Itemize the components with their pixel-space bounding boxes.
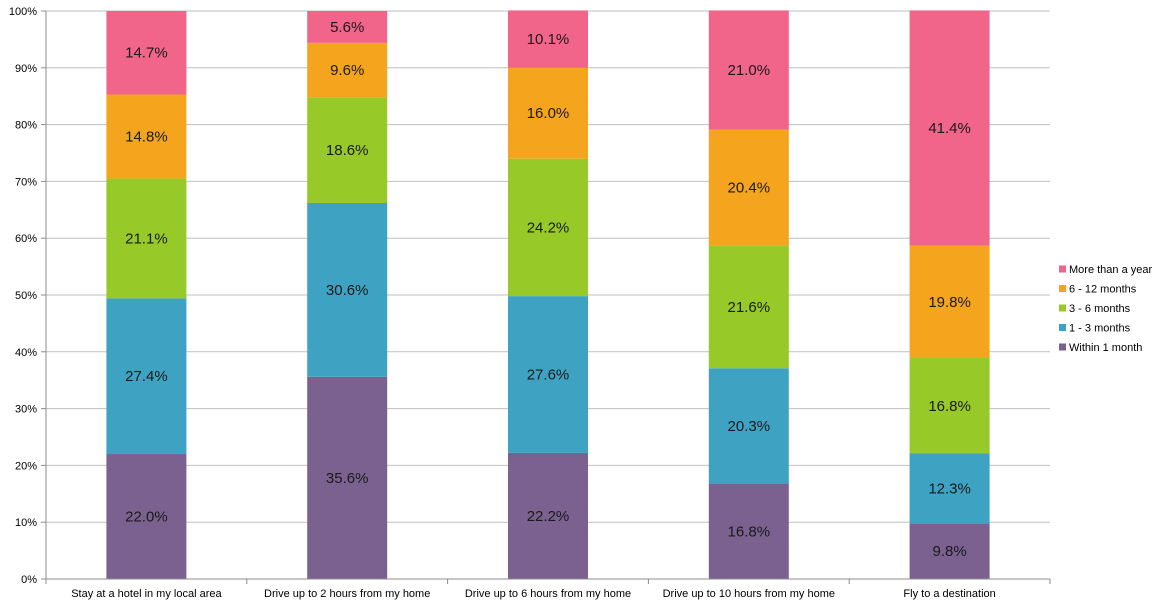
data-label: 21.0% bbox=[728, 62, 771, 79]
data-label: 20.4% bbox=[728, 180, 771, 197]
bar-segment bbox=[307, 376, 388, 579]
y-tick-label: 70% bbox=[15, 176, 37, 188]
y-tick-label: 80% bbox=[15, 120, 37, 132]
bar-segment bbox=[307, 11, 388, 43]
bar-segment bbox=[909, 245, 990, 359]
data-label: 41.4% bbox=[928, 120, 971, 137]
data-label: 16.0% bbox=[527, 105, 570, 122]
bar-segment bbox=[508, 158, 588, 297]
y-tick-label: 90% bbox=[15, 63, 37, 75]
data-label: 18.6% bbox=[326, 142, 369, 159]
data-label: 22.0% bbox=[125, 509, 168, 526]
data-label: 22.2% bbox=[527, 508, 570, 525]
bar-segment bbox=[508, 296, 588, 453]
y-tick-label: 20% bbox=[15, 460, 37, 472]
data-label: 14.8% bbox=[125, 129, 168, 146]
bar-segment bbox=[106, 11, 187, 95]
bar-segment bbox=[508, 452, 588, 579]
bar-segment bbox=[106, 298, 187, 455]
axes bbox=[45, 11, 1051, 584]
bar-segment bbox=[909, 453, 990, 524]
data-label: 24.2% bbox=[527, 219, 570, 236]
legend-label: 3 - 6 months bbox=[1069, 303, 1131, 315]
data-label: 30.6% bbox=[326, 282, 369, 299]
y-tick-label: 100% bbox=[9, 6, 37, 18]
legend-swatch bbox=[1059, 285, 1066, 292]
legend-swatch bbox=[1059, 265, 1066, 273]
data-label: 5.6% bbox=[330, 19, 364, 36]
bar-segment bbox=[708, 245, 789, 369]
x-axis-category-labels: Stay at a hotel in my local area Drive up… bbox=[71, 588, 996, 600]
bar-segment bbox=[307, 202, 388, 377]
legend-swatch bbox=[1059, 304, 1066, 312]
bar-segment bbox=[708, 483, 789, 579]
bar-segment bbox=[106, 94, 187, 179]
x-category-label: Fly to a destination bbox=[903, 588, 995, 600]
y-tick-label: 0% bbox=[21, 574, 37, 586]
bar-segment bbox=[708, 368, 789, 484]
legend-label: 6 - 12 months bbox=[1069, 284, 1137, 296]
data-label: 9.8% bbox=[932, 543, 966, 560]
data-label: 19.8% bbox=[928, 294, 971, 311]
y-tick-label: 10% bbox=[15, 517, 37, 529]
legend-swatch bbox=[1059, 343, 1066, 351]
data-label: 14.7% bbox=[125, 45, 168, 62]
x-category-label: Stay at a hotel in my local area bbox=[71, 588, 222, 600]
data-label: 10.1% bbox=[527, 31, 570, 48]
bars: 22.0% 27.4% 21.1% 14.8% 14.7% 35.6% 30.6% 18.6%… bbox=[106, 10, 990, 579]
bar-segment bbox=[909, 523, 990, 579]
x-category-label: Drive up to 6 hours from my home bbox=[465, 588, 631, 600]
bar-segment bbox=[508, 67, 588, 159]
bar-segment bbox=[708, 129, 789, 246]
data-label: 16.8% bbox=[728, 523, 771, 540]
legend-label: More than a year bbox=[1069, 264, 1152, 276]
data-label: 16.8% bbox=[928, 398, 971, 415]
bar-segment bbox=[909, 10, 990, 246]
data-label: 35.6% bbox=[326, 470, 369, 487]
x-category-label: Drive up to 2 hours from my home bbox=[264, 588, 430, 600]
legend: More than a year 6 - 12 months 3 - 6 month… bbox=[1059, 264, 1152, 354]
y-tick-label: 30% bbox=[15, 404, 37, 416]
bar-segment bbox=[307, 42, 388, 98]
data-label: 9.6% bbox=[330, 62, 364, 79]
bar-segment bbox=[508, 10, 588, 68]
legend-label: 1 - 3 months bbox=[1069, 323, 1131, 335]
bar-segment bbox=[708, 10, 789, 130]
data-label: 27.4% bbox=[125, 368, 168, 385]
data-label: 21.6% bbox=[728, 299, 771, 316]
data-label: 20.3% bbox=[728, 418, 771, 435]
data-label: 12.3% bbox=[928, 480, 971, 497]
x-category-label: Drive up to 10 hours from my home bbox=[663, 588, 835, 600]
bar-segment bbox=[106, 454, 187, 579]
y-tick-label: 40% bbox=[15, 347, 37, 359]
bar-segment bbox=[106, 178, 187, 299]
legend-swatch bbox=[1059, 324, 1066, 331]
y-tick-label: 60% bbox=[15, 233, 37, 245]
legend-label: Within 1 month bbox=[1069, 342, 1142, 354]
bar-segment bbox=[909, 358, 990, 454]
y-tick-label: 50% bbox=[15, 290, 37, 302]
data-label: 21.1% bbox=[125, 230, 168, 247]
data-label: 27.6% bbox=[527, 367, 570, 384]
bar-segment bbox=[307, 97, 388, 203]
y-axis-tick-labels: 0% 10% 20% 30% 40% 50% 60% 70% 80% 90% 100% bbox=[9, 6, 46, 586]
